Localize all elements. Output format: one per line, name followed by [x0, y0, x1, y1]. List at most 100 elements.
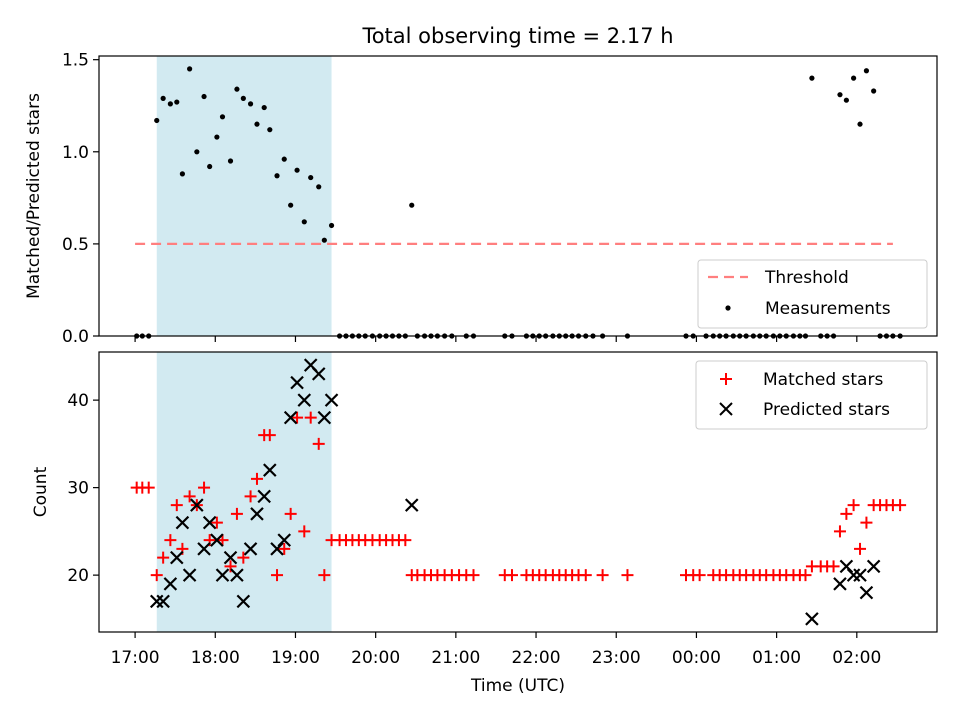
- predicted-stars-point: [210, 533, 224, 547]
- ratio-plot-frame: [98, 55, 938, 337]
- predicted-stars-point: [283, 410, 298, 425]
- legend-threshold-label: Threshold: [764, 268, 849, 288]
- measurement-point: [851, 75, 857, 81]
- matched-stars-point: [833, 525, 846, 538]
- ratio-panel: 0.0 0.5 1.0 1.5 Matched/Predicted stars Thr…: [24, 51, 938, 347]
- measurement-point: [201, 93, 207, 100]
- measurement-point: [247, 101, 254, 107]
- matched-stars-point: [579, 569, 592, 582]
- ratio-x-ticks: [134, 336, 858, 342]
- matched-stars-point: [170, 499, 183, 512]
- matched-stars-point: [291, 411, 304, 424]
- predicted-stars-point: [846, 568, 861, 582]
- legend-matched-label: Matched stars: [763, 370, 883, 390]
- predicted-stars-point: [182, 568, 197, 582]
- predicted-stars-point: [297, 393, 312, 407]
- x-tick-label: 17:00: [111, 648, 160, 668]
- ratio-shaded-interval: [156, 56, 332, 336]
- matched-stars-point: [142, 481, 155, 494]
- predicted-stars-point: [290, 375, 304, 390]
- measurement-point: [308, 174, 314, 181]
- predicted-stars-point: [215, 568, 230, 582]
- x-tick-label: 20:00: [351, 648, 400, 668]
- predicted-stars-point: [202, 515, 217, 530]
- x-axis-label: Time (UTC): [470, 676, 565, 696]
- legend-predicted-swatch: [719, 402, 733, 416]
- measurement-point: [227, 158, 234, 164]
- predicted-stars-series: [149, 358, 881, 626]
- y-tick-label: 20: [67, 566, 89, 586]
- measurement-point: [409, 202, 415, 208]
- measurement-point: [160, 95, 166, 101]
- matched-stars-point: [467, 569, 480, 582]
- measurement-point: [207, 163, 213, 170]
- measurement-point: [837, 92, 843, 98]
- predicted-stars-point: [805, 612, 819, 626]
- x-tick-label: 19:00: [271, 648, 320, 668]
- chart-title: Total observing time = 2.17 h: [361, 24, 673, 48]
- x-tick-label: 18:00: [191, 648, 240, 668]
- y-tick-label: 0.0: [62, 327, 89, 347]
- matched-stars-point: [693, 569, 706, 582]
- measurement-point: [316, 184, 322, 190]
- predicted-stars-point: [257, 489, 271, 504]
- matched-stars-point: [150, 569, 163, 582]
- measurement-point: [294, 167, 300, 173]
- predicted-stars-point: [163, 577, 178, 591]
- measurement-point: [301, 219, 307, 225]
- ratio-legend: Threshold Measurements: [697, 259, 928, 329]
- matched-stars-point: [847, 499, 860, 512]
- measurement-point: [167, 101, 173, 107]
- predicted-stars-point: [170, 550, 184, 565]
- x-tick-label: 02:00: [832, 648, 881, 668]
- predicted-stars-point: [230, 568, 244, 582]
- matched-stars-series: [130, 411, 907, 582]
- legend-measurements-swatch: [725, 305, 731, 311]
- predicted-stars-point: [243, 542, 258, 556]
- measurement-point: [254, 121, 260, 127]
- measurement-point: [809, 75, 815, 81]
- matched-stars-point: [183, 490, 196, 503]
- measurement-point: [219, 114, 226, 120]
- x-tick-label: 00:00: [672, 648, 721, 668]
- measurement-point: [871, 88, 877, 94]
- y-tick-label: 1.5: [62, 51, 89, 71]
- predicted-stars-point: [853, 568, 867, 582]
- legend-matched-swatch: [720, 373, 732, 385]
- count-y-axis: 20 30 40: [67, 391, 99, 586]
- y-tick-label: 40: [67, 391, 89, 411]
- measurement-point: [328, 222, 335, 229]
- matched-stars-point: [244, 490, 257, 503]
- ratio-y-axis: 0.0 0.5 1.0 1.5: [62, 51, 99, 347]
- measurement-point: [187, 66, 193, 72]
- x-tick-label: 23:00: [592, 648, 641, 668]
- matched-stars-point: [230, 507, 243, 520]
- matched-stars-point: [621, 569, 634, 582]
- measurement-point: [214, 134, 220, 140]
- count-legend-box: [695, 360, 928, 430]
- legend-measurements-label: Measurements: [765, 299, 891, 319]
- predicted-stars-point: [866, 559, 881, 574]
- y-tick-label: 1.0: [62, 143, 89, 163]
- predicted-stars-point: [250, 507, 264, 521]
- matched-stars-point: [284, 507, 297, 520]
- matched-stars-point: [157, 551, 170, 564]
- x-tick-label: 22:00: [512, 648, 561, 668]
- predicted-stars-point: [324, 393, 339, 407]
- predicted-stars-point: [156, 594, 170, 609]
- measurement-point: [857, 121, 863, 127]
- matched-stars-point: [304, 411, 317, 424]
- measurement-point: [179, 171, 185, 177]
- matched-stars-point: [237, 551, 250, 564]
- measurement-point: [261, 104, 267, 111]
- predicted-stars-point: [277, 533, 292, 547]
- ratio-y-label: Matched/Predicted stars: [24, 93, 44, 299]
- predicted-stars-point: [190, 498, 204, 512]
- y-tick-label: 0.5: [62, 235, 89, 255]
- matched-stars-point: [198, 481, 211, 494]
- ratio-legend-box: [697, 259, 928, 329]
- x-tick-label: 21:00: [431, 648, 480, 668]
- measurements-series: [134, 66, 903, 339]
- count-x-axis: 17:00 18:00 19:00 20:00 21:00 22:00 23:00 00:00…: [111, 632, 881, 668]
